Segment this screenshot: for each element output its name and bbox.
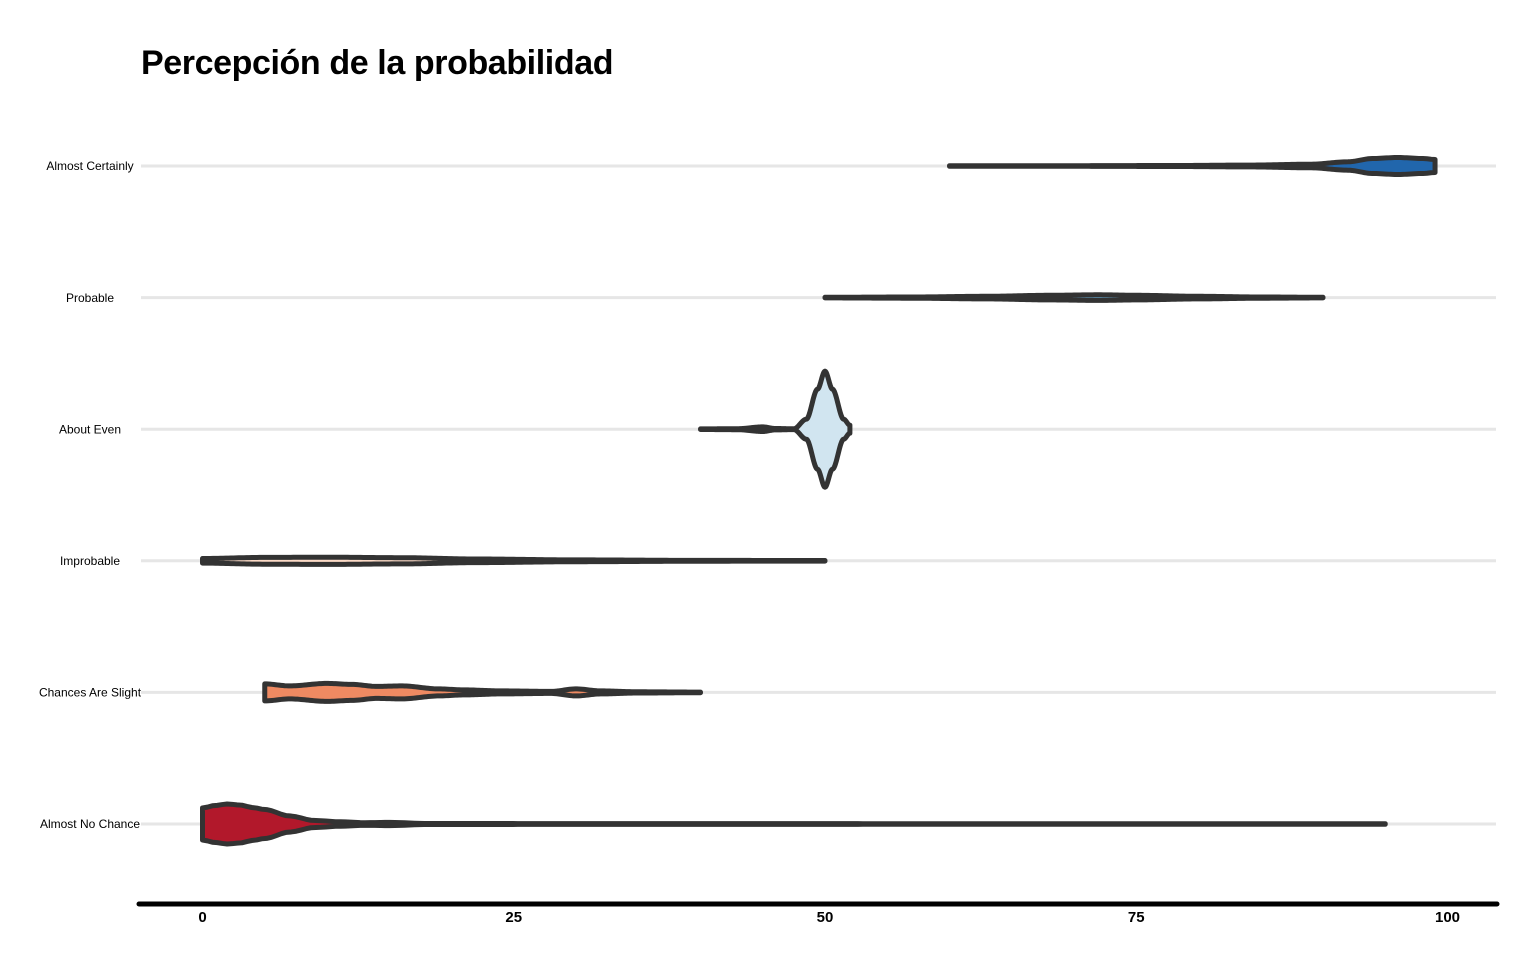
category-label-improbable: Improbable — [60, 554, 120, 568]
violin-about-even — [698, 368, 853, 490]
violin-almost-certainly — [947, 155, 1438, 177]
x-axis: 0 25 50 75 100 — [136, 901, 1500, 926]
x-tick-label-25: 25 — [505, 909, 522, 926]
violin-almost-no-chance — [200, 801, 1388, 847]
violin-improbable — [200, 554, 828, 567]
x-tick-label-0: 0 — [198, 909, 206, 926]
grid-lines — [141, 164, 1496, 826]
category-label-probable: Probable — [66, 291, 114, 305]
category-label-about-even: About Even — [59, 422, 121, 436]
category-labels: Almost Certainly Probable About Even Improb… — [39, 159, 142, 831]
x-tick-label-100: 100 — [1435, 909, 1460, 926]
violin-chances-are-slight — [262, 680, 703, 704]
category-label-chances-are-slight: Chances Are Slight — [39, 686, 142, 700]
chart-title: Percepción de la probabilidad — [141, 44, 614, 82]
category-label-almost-no-chance: Almost No Chance — [40, 817, 140, 831]
x-tick-label-75: 75 — [1128, 909, 1145, 926]
x-tick-label-50: 50 — [817, 909, 834, 926]
violin-probable — [822, 292, 1326, 303]
violins — [200, 155, 1438, 847]
category-label-almost-certainly: Almost Certainly — [46, 159, 133, 173]
